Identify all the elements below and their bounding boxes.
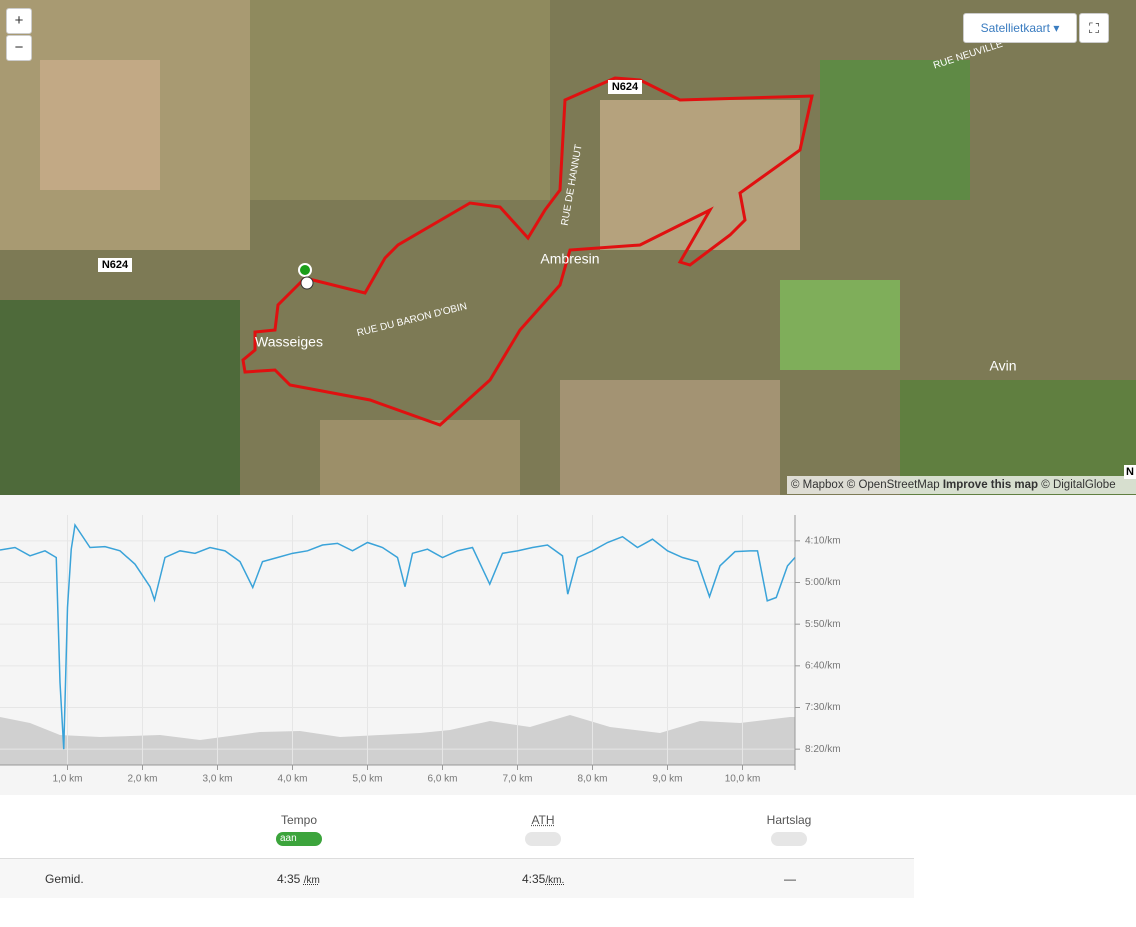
attribution-link[interactable]: © Mapbox bbox=[791, 479, 844, 491]
attribution-link[interactable]: Improve this map bbox=[943, 479, 1038, 491]
value: 4:35 bbox=[522, 872, 546, 886]
toggle-tempo[interactable]: Tempo aan bbox=[239, 813, 359, 846]
place-label: Ambresin bbox=[540, 251, 599, 267]
x-tick-label: 7,0 km bbox=[502, 774, 532, 785]
x-tick-label: 4,0 km bbox=[277, 774, 307, 785]
toggle-switch[interactable] bbox=[771, 832, 807, 846]
y-tick-label: 6:40/km bbox=[805, 660, 841, 671]
layer-label: Satellietkaart bbox=[980, 21, 1050, 35]
zoom-in[interactable]: + bbox=[6, 8, 32, 34]
road-label: N624 bbox=[612, 81, 639, 93]
toggle-state: aan bbox=[280, 833, 297, 844]
toggle-hartslag[interactable]: Hartslag bbox=[729, 813, 849, 849]
y-tick-label: 5:00/km bbox=[805, 577, 841, 588]
x-tick-label: 3,0 km bbox=[202, 774, 232, 785]
x-tick-label: 10,0 km bbox=[725, 774, 761, 785]
ath-avg: 4:35/km. bbox=[522, 872, 564, 886]
start-marker bbox=[298, 263, 312, 277]
toggle-switch[interactable]: aan bbox=[276, 832, 322, 846]
layer-button[interactable]: Satellietkaart ▾ bbox=[963, 13, 1077, 43]
x-tick-label: 6,0 km bbox=[427, 774, 457, 785]
toggle-switch[interactable] bbox=[525, 832, 561, 846]
route bbox=[241, 76, 814, 427]
elevation-area bbox=[0, 715, 795, 765]
attribution: © Mapbox © OpenStreetMap Improve this ma… bbox=[791, 479, 1116, 491]
toggle-label: ATH bbox=[531, 813, 555, 827]
toggle-ath[interactable]: ATH bbox=[483, 813, 603, 849]
fullscreen-button[interactable]: ⛶ bbox=[1079, 13, 1109, 43]
road-shield bbox=[98, 258, 132, 272]
road-label: N bbox=[1126, 466, 1134, 478]
unit: /km bbox=[303, 875, 320, 886]
place-label: Avin bbox=[990, 358, 1017, 374]
toggle-label: Hartslag bbox=[766, 813, 812, 827]
attribution-link[interactable]: © OpenStreetMap bbox=[847, 479, 940, 491]
road-label: N624 bbox=[102, 259, 129, 271]
tempo-avg: 4:35 /km bbox=[277, 872, 320, 886]
map: N624 N624 RUE DE HANNUT RUE NEUVILLE RUE… bbox=[0, 0, 1136, 495]
x-tick-label: 8,0 km bbox=[577, 774, 607, 785]
pace-line bbox=[0, 522, 796, 750]
finish-marker bbox=[300, 276, 314, 290]
row-label: Gemid. bbox=[45, 872, 84, 886]
x-tick-label: 2,0 km bbox=[127, 774, 157, 785]
y-tick-label: 8:20/km bbox=[805, 744, 841, 755]
toggle-label: Tempo bbox=[280, 813, 318, 827]
road-shield bbox=[1124, 465, 1136, 479]
x-tick-label: 9,0 km bbox=[652, 774, 682, 785]
place-label: Wasseiges bbox=[255, 334, 323, 350]
hartslag-avg: — bbox=[784, 872, 796, 886]
x-tick-label: 5,0 km bbox=[352, 774, 382, 785]
averages-row: Gemid. 4:35 /km 4:35/km. — bbox=[0, 858, 914, 898]
value: 4:35 bbox=[277, 872, 301, 886]
zoom-out[interactable]: − bbox=[6, 35, 32, 61]
y-tick-label: 7:30/km bbox=[805, 702, 841, 713]
attribution-link[interactable]: © DigitalGlobe bbox=[1041, 479, 1115, 491]
x-tick-label: 1,0 km bbox=[52, 774, 82, 785]
pace-chart: 4:10/km 5:00/km 5:50/km 6:40/km 7:30/km 8:20/… bbox=[0, 495, 1136, 795]
y-tick-label: 4:10/km bbox=[805, 535, 841, 546]
y-tick-label: 5:50/km bbox=[805, 619, 841, 630]
road-shield bbox=[608, 80, 642, 94]
attribution-bg bbox=[787, 476, 1136, 494]
unit: /km. bbox=[545, 875, 565, 886]
